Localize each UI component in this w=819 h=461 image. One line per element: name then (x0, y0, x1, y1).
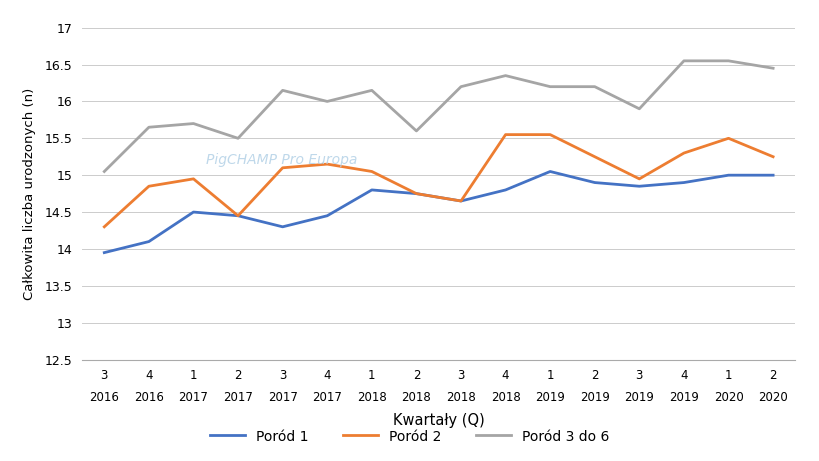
Poród 3 do 6 (366, 88, 376, 93)
Poród 2 (767, 154, 777, 160)
Text: 2018: 2018 (446, 391, 475, 404)
Y-axis label: Całkowita liczba urodzonych (n): Całkowita liczba urodzonych (n) (23, 88, 36, 300)
Poród 1 (233, 213, 242, 219)
Poród 3 do 6 (322, 99, 332, 104)
Poród 3 do 6 (589, 84, 599, 89)
Poród 2 (678, 150, 688, 156)
Poród 3 do 6 (545, 84, 554, 89)
Poród 3 do 6 (188, 121, 198, 126)
Poród 1 (144, 239, 154, 244)
Text: 2019: 2019 (623, 391, 654, 404)
Poród 1 (366, 187, 376, 193)
X-axis label: Kwartały (Q): Kwartały (Q) (392, 413, 484, 428)
Poród 3 do 6 (722, 58, 732, 64)
Poród 3 do 6 (678, 58, 688, 64)
Poród 2 (411, 191, 421, 196)
Line: Poród 1: Poród 1 (104, 171, 772, 253)
Text: 2017: 2017 (179, 391, 208, 404)
Text: 2019: 2019 (535, 391, 564, 404)
Text: 2016: 2016 (133, 391, 164, 404)
Poród 3 do 6 (634, 106, 644, 112)
Poród 3 do 6 (99, 169, 109, 174)
Poród 2 (722, 136, 732, 141)
Text: 2017: 2017 (267, 391, 297, 404)
Poród 1 (99, 250, 109, 255)
Text: 2016: 2016 (89, 391, 119, 404)
Poród 2 (322, 161, 332, 167)
Text: 2018: 2018 (356, 391, 387, 404)
Text: 2020: 2020 (758, 391, 787, 404)
Poród 1 (545, 169, 554, 174)
Poród 2 (144, 183, 154, 189)
Poród 1 (455, 198, 465, 204)
Poród 1 (767, 172, 777, 178)
Poród 2 (233, 213, 242, 219)
Text: 2019: 2019 (668, 391, 698, 404)
Line: Poród 3 do 6: Poród 3 do 6 (104, 61, 772, 171)
Poród 3 do 6 (233, 136, 242, 141)
Line: Poród 2: Poród 2 (104, 135, 772, 227)
Poród 1 (500, 187, 510, 193)
Poród 2 (366, 169, 376, 174)
Poród 1 (678, 180, 688, 185)
Text: PigCHAMP Pro Europa: PigCHAMP Pro Europa (206, 154, 357, 167)
Poród 2 (455, 198, 465, 204)
Poród 1 (278, 224, 287, 230)
Poród 2 (634, 176, 644, 182)
Poród 3 do 6 (411, 128, 421, 134)
Poród 1 (411, 191, 421, 196)
Poród 3 do 6 (455, 84, 465, 89)
Poród 1 (589, 180, 599, 185)
Poród 1 (722, 172, 732, 178)
Poród 3 do 6 (278, 88, 287, 93)
Text: 2017: 2017 (312, 391, 342, 404)
Poród 1 (634, 183, 644, 189)
Text: 2020: 2020 (713, 391, 743, 404)
Poród 2 (188, 176, 198, 182)
Text: 2018: 2018 (401, 391, 431, 404)
Legend: Poród 1, Poród 2, Poród 3 do 6: Poród 1, Poród 2, Poród 3 do 6 (205, 424, 614, 449)
Poród 2 (500, 132, 510, 137)
Poród 1 (188, 209, 198, 215)
Poród 3 do 6 (500, 73, 510, 78)
Poród 2 (589, 154, 599, 160)
Poród 1 (322, 213, 332, 219)
Poród 3 do 6 (767, 65, 777, 71)
Text: 2017: 2017 (223, 391, 253, 404)
Poród 2 (99, 224, 109, 230)
Poród 2 (545, 132, 554, 137)
Poród 3 do 6 (144, 124, 154, 130)
Poród 2 (278, 165, 287, 171)
Text: 2019: 2019 (579, 391, 609, 404)
Text: 2018: 2018 (490, 391, 520, 404)
